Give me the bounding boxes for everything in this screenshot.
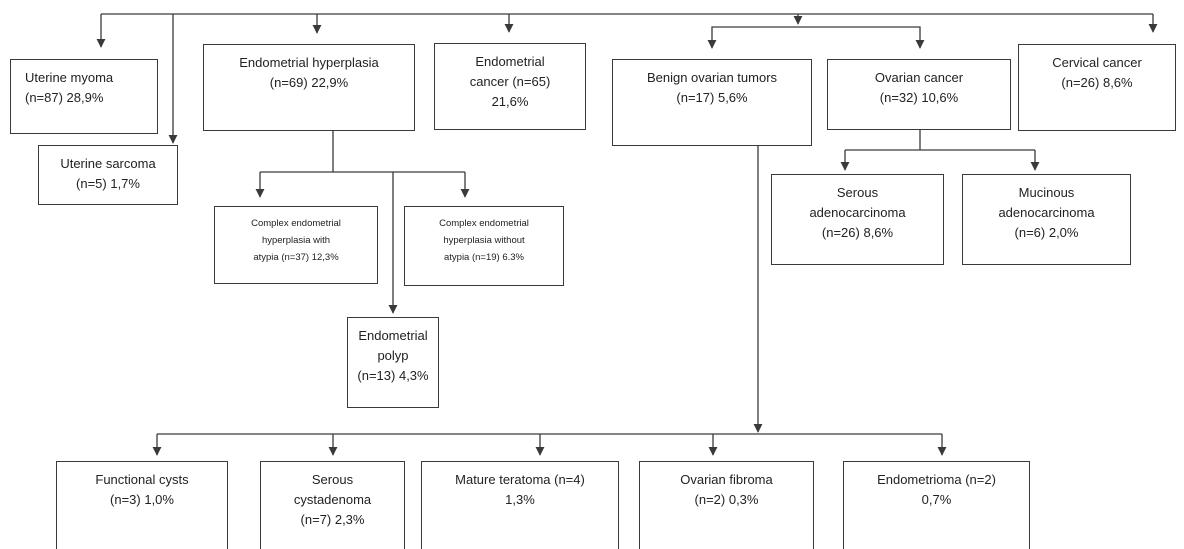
serous-adenocarcinoma-line-1: Serous	[836, 185, 879, 200]
serous-adenocarcinoma-box: Serous adenocarcinoma (n=26) 8,6%	[771, 174, 944, 265]
serous-cystadenoma-line-1: Serous	[311, 472, 354, 487]
mucinous-adenocarcinoma-line-2: adenocarcinoma	[998, 205, 1095, 220]
mature-teratoma-box: Mature teratoma (n=4) 1,3%	[421, 461, 619, 549]
mucinous-adenocarcinoma-box: Mucinous adenocarcinoma (n=6) 2,0%	[962, 174, 1131, 265]
endometrial-cancer-line-1: Endometrial	[475, 54, 545, 69]
uterine-sarcoma-count: (n=5) 1,7%	[76, 176, 140, 191]
endometrial-polyp-box: Endometrial polyp (n=13) 4,3%	[347, 317, 439, 408]
mature-teratoma-count: 1,3%	[505, 492, 535, 507]
ovarian-cancer-title: Ovarian cancer	[874, 70, 964, 85]
with-atypia-line-3: atypia (n=37) 12,3%	[253, 252, 339, 263]
uterine-myoma-title: Uterine myoma	[25, 70, 114, 85]
with-atypia-line-2: hyperplasia with	[261, 235, 331, 246]
endometrial-polyp-line-2: polyp	[377, 348, 409, 363]
benign-ovarian-tumors-count: (n=17) 5,6%	[676, 90, 748, 105]
uterine-myoma-count: (n=87) 28,9%	[25, 90, 104, 105]
benign-ovarian-tumors-title: Benign ovarian tumors	[646, 70, 778, 85]
endometrial-cancer-line-3: 21,6%	[491, 94, 529, 109]
serous-cystadenoma-line-3: (n=7) 2,3%	[300, 512, 365, 527]
complex-hyperplasia-without-atypia-box: Complex endometrial hyperplasia without …	[404, 206, 564, 286]
ovarian-cancer-count: (n=32) 10,6%	[879, 90, 959, 105]
endometrial-polyp-line-1: Endometrial	[358, 328, 428, 343]
without-atypia-line-3: atypia (n=19) 6.3%	[443, 252, 524, 263]
ovarian-fibroma-box: Ovarian fibroma (n=2) 0,3%	[639, 461, 814, 549]
functional-cysts-count: (n=3) 1,0%	[110, 492, 174, 507]
cervical-cancer-title: Cervical cancer	[1052, 55, 1142, 70]
uterine-myoma-box: Uterine myoma (n=87) 28,9%	[10, 59, 158, 134]
uterine-sarcoma-box: Uterine sarcoma (n=5) 1,7%	[38, 145, 178, 205]
functional-cysts-box: Functional cysts (n=3) 1,0%	[56, 461, 228, 549]
endometrioma-title: Endometrioma (n=2)	[877, 472, 996, 487]
ovarian-cancer-box: Ovarian cancer (n=32) 10,6%	[827, 59, 1011, 130]
without-atypia-line-2: hyperplasia without	[443, 235, 525, 246]
with-atypia-line-1: Complex endometrial	[251, 218, 341, 229]
endometrial-cancer-box: Endometrial cancer (n=65) 21,6%	[434, 43, 586, 130]
cervical-cancer-box: Cervical cancer (n=26) 8,6%	[1018, 44, 1176, 131]
ovarian-fibroma-count: (n=2) 0,3%	[694, 492, 759, 507]
uterine-sarcoma-title: Uterine sarcoma	[60, 156, 156, 171]
cervical-cancer-count: (n=26) 8,6%	[1061, 75, 1133, 90]
ovarian-fibroma-title: Ovarian fibroma	[680, 472, 773, 487]
without-atypia-line-1: Complex endometrial	[439, 218, 529, 229]
endometrioma-box: Endometrioma (n=2) 0,7%	[843, 461, 1030, 549]
functional-cysts-title: Functional cysts	[95, 472, 189, 487]
endometrial-cancer-line-2: cancer (n=65)	[469, 74, 551, 89]
mucinous-adenocarcinoma-line-3: (n=6) 2,0%	[1014, 225, 1079, 240]
benign-ovarian-tumors-box: Benign ovarian tumors (n=17) 5,6%	[612, 59, 812, 146]
endometrial-hyperplasia-title: Endometrial hyperplasia	[239, 55, 379, 70]
serous-adenocarcinoma-line-2: adenocarcinoma	[809, 205, 906, 220]
mature-teratoma-title: Mature teratoma (n=4)	[455, 472, 585, 487]
serous-cystadenoma-line-2: cystadenoma	[293, 492, 372, 507]
serous-cystadenoma-box: Serous cystadenoma (n=7) 2,3%	[260, 461, 405, 549]
endometrial-hyperplasia-count: (n=69) 22,9%	[269, 75, 349, 90]
complex-hyperplasia-with-atypia-box: Complex endometrial hyperplasia with aty…	[214, 206, 378, 284]
endometrial-polyp-line-3: (n=13) 4,3%	[357, 368, 429, 383]
endometrial-hyperplasia-box: Endometrial hyperplasia (n=69) 22,9%	[203, 44, 415, 131]
serous-adenocarcinoma-line-3: (n=26) 8,6%	[821, 225, 894, 240]
mucinous-adenocarcinoma-line-1: Mucinous	[1018, 185, 1075, 200]
endometrioma-count: 0,7%	[921, 492, 952, 507]
